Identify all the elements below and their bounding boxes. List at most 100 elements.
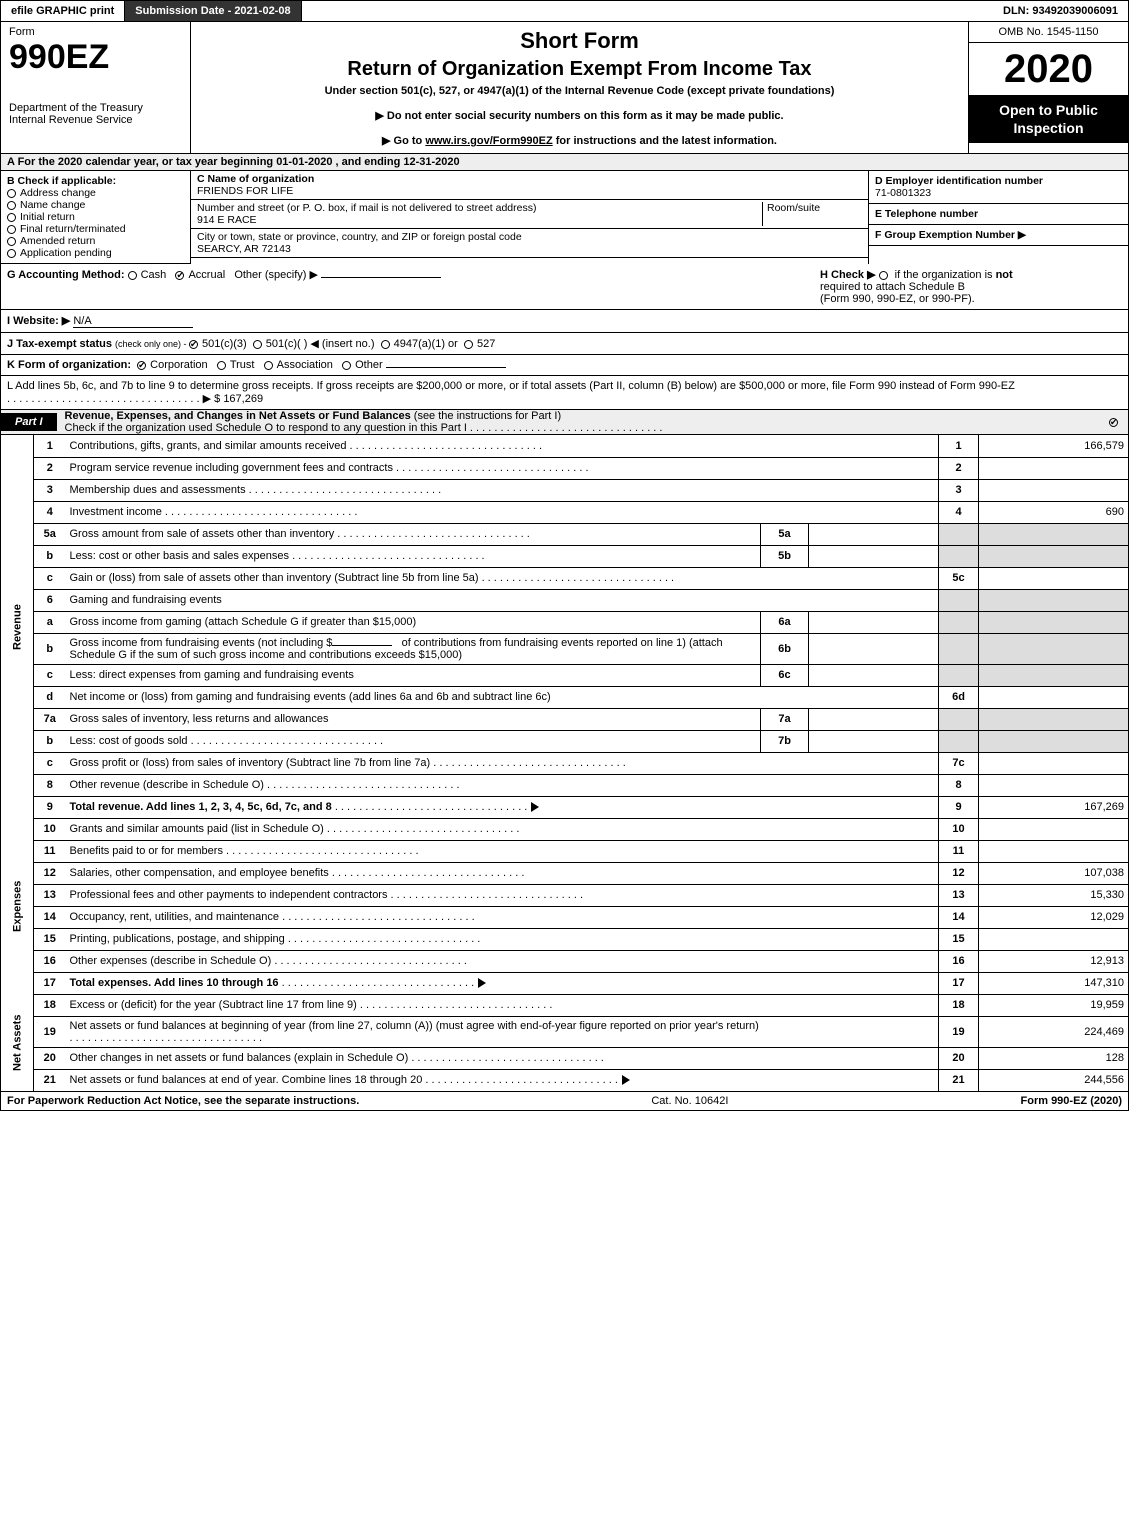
chk-application-pending[interactable]: Application pending: [7, 247, 184, 259]
ln6a-mini: 6a: [761, 611, 809, 633]
g-accrual: Accrual: [188, 269, 225, 281]
ln6c-mini: 6c: [761, 664, 809, 686]
ln3-num: 3: [34, 479, 66, 501]
chk-final-return[interactable]: Final return/terminated: [7, 223, 184, 235]
chk-address-change[interactable]: Address change: [7, 187, 184, 199]
chk-initial-return[interactable]: Initial return: [7, 211, 184, 223]
ln2-amt: [979, 457, 1129, 479]
dept-irs: Internal Revenue Service: [9, 114, 182, 126]
ln6d-num: d: [34, 686, 66, 708]
ln20-desc: Other changes in net assets or fund bala…: [70, 1052, 409, 1064]
chk-schedule-o[interactable]: [1109, 418, 1118, 427]
chk-501c3[interactable]: [189, 340, 198, 349]
line-21: 21 Net assets or fund balances at end of…: [1, 1069, 1129, 1091]
ln5c-amt: [979, 567, 1129, 589]
chk-501c[interactable]: [253, 340, 262, 349]
ln20-rn: 20: [939, 1047, 979, 1069]
k-other-input[interactable]: [386, 367, 506, 368]
k-label: K Form of organization:: [7, 359, 131, 371]
ein-label: D Employer identification number: [875, 175, 1122, 187]
vtab-netassets: Net Assets: [1, 994, 34, 1091]
ln12-num: 12: [34, 862, 66, 884]
ln7c-desc: Gross profit or (loss) from sales of inv…: [70, 757, 431, 769]
chk-name-change[interactable]: Name change: [7, 199, 184, 211]
ln5b-desc: Less: cost or other basis and sales expe…: [70, 550, 290, 562]
ln9-amt: 167,269: [979, 796, 1129, 818]
ln20-amt: 128: [979, 1047, 1129, 1069]
ln6-rn-shade: [939, 589, 979, 611]
ln18-rn: 18: [939, 994, 979, 1016]
l-text: L Add lines 5b, 6c, and 7b to line 9 to …: [7, 380, 1015, 392]
vtab-expenses: Expenses: [1, 818, 34, 994]
street: 914 E RACE: [197, 214, 762, 226]
toolbar-spacer: [302, 1, 993, 21]
ln14-rn: 14: [939, 906, 979, 928]
submission-date-button[interactable]: Submission Date - 2021-02-08: [125, 1, 301, 21]
ln6a-desc: Gross income from gaming (attach Schedul…: [66, 611, 761, 633]
k-assoc: Association: [277, 359, 333, 371]
ln6b-num: b: [34, 633, 66, 664]
chk-other[interactable]: [342, 361, 351, 370]
ln9-desc: Total revenue. Add lines 1, 2, 3, 4, 5c,…: [70, 801, 332, 813]
arrow-icon: [531, 802, 539, 812]
ln11-rn: 11: [939, 840, 979, 862]
ln6a-amt-shade: [979, 611, 1129, 633]
header-left: Form 990EZ Department of the Treasury In…: [1, 22, 191, 153]
chk-trust[interactable]: [217, 361, 226, 370]
line-6: 6 Gaming and fundraising events: [1, 589, 1129, 611]
row-l: L Add lines 5b, 6c, and 7b to line 9 to …: [0, 376, 1129, 410]
ln18-num: 18: [34, 994, 66, 1016]
ln2-num: 2: [34, 457, 66, 479]
ln17-num: 17: [34, 972, 66, 994]
chk-h[interactable]: [879, 271, 888, 280]
ln7b-rn-shade: [939, 730, 979, 752]
chk-association[interactable]: [264, 361, 273, 370]
chk-corporation[interactable]: [137, 361, 146, 370]
line-7c: c Gross profit or (loss) from sales of i…: [1, 752, 1129, 774]
line-9: 9 Total revenue. Add lines 1, 2, 3, 4, 5…: [1, 796, 1129, 818]
line-5b: b Less: cost or other basis and sales ex…: [1, 545, 1129, 567]
g-other-input[interactable]: [321, 277, 441, 278]
chk-527[interactable]: [464, 340, 473, 349]
chk-accrual[interactable]: [175, 271, 184, 280]
ln19-desc: Net assets or fund balances at beginning…: [70, 1020, 759, 1032]
box-c: C Name of organization FRIENDS FOR LIFE …: [191, 171, 868, 264]
chk-cash[interactable]: [128, 271, 137, 280]
info-grid: B Check if applicable: Address change Na…: [0, 171, 1129, 264]
ln5a-desc: Gross amount from sale of assets other t…: [70, 528, 335, 540]
box-b-label: B Check if applicable:: [7, 175, 184, 187]
footer-cat-no: Cat. No. 10642I: [359, 1095, 1020, 1107]
ln17-rn: 17: [939, 972, 979, 994]
efile-print-button[interactable]: efile GRAPHIC print: [1, 1, 125, 21]
ln10-amt: [979, 818, 1129, 840]
ln6c-miniamt: [809, 664, 939, 686]
ln12-desc: Salaries, other compensation, and employ…: [70, 867, 329, 879]
ln21-amt: 244,556: [979, 1069, 1129, 1091]
ln5c-rn: 5c: [939, 567, 979, 589]
page-footer: For Paperwork Reduction Act Notice, see …: [0, 1092, 1129, 1111]
ln6b-amt-shade: [979, 633, 1129, 664]
ln14-desc: Occupancy, rent, utilities, and maintena…: [70, 911, 280, 923]
ln16-rn: 16: [939, 950, 979, 972]
row-gh: G Accounting Method: Cash Accrual Other …: [0, 264, 1129, 310]
line-17: 17 Total expenses. Add lines 10 through …: [1, 972, 1129, 994]
chk-amended-return[interactable]: Amended return: [7, 235, 184, 247]
ln19-num: 19: [34, 1016, 66, 1047]
chk-4947[interactable]: [381, 340, 390, 349]
goto-pre: ▶ Go to: [382, 135, 425, 147]
city-label: City or town, state or province, country…: [197, 231, 862, 243]
dept-treasury: Department of the Treasury: [9, 102, 182, 114]
ln7b-miniamt: [809, 730, 939, 752]
ln7b-mini: 7b: [761, 730, 809, 752]
form-header: Form 990EZ Department of the Treasury In…: [0, 22, 1129, 154]
line-4: 4 Investment income 4 690: [1, 501, 1129, 523]
ln11-desc: Benefits paid to or for members: [70, 845, 223, 857]
box-f: F Group Exemption Number ▶: [869, 225, 1128, 246]
ln6a-rn-shade: [939, 611, 979, 633]
ln5a-rn-shade: [939, 523, 979, 545]
irs-link[interactable]: www.irs.gov/Form990EZ: [425, 135, 552, 147]
ln7c-num: c: [34, 752, 66, 774]
ln4-desc: Investment income: [70, 506, 162, 518]
line-1: Revenue 1 Contributions, gifts, grants, …: [1, 435, 1129, 457]
open-to-public: Open to Public Inspection: [969, 95, 1128, 143]
